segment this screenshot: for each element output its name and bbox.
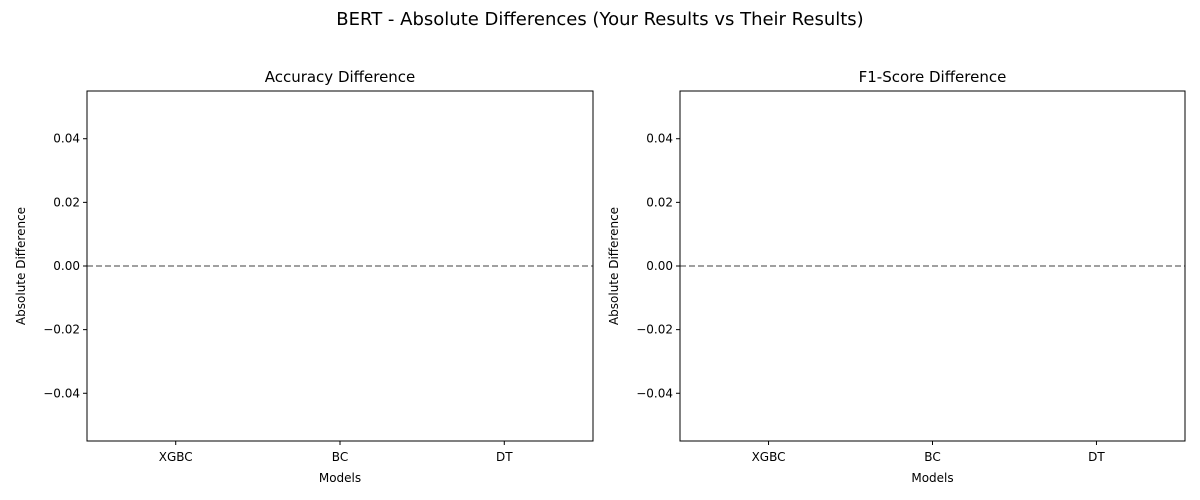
y-tick-label: −0.02 bbox=[43, 323, 80, 337]
panel-title: Accuracy Difference bbox=[265, 68, 416, 86]
y-tick-label: 0.04 bbox=[646, 132, 673, 146]
y-tick-label: −0.02 bbox=[636, 323, 673, 337]
y-tick-label: −0.04 bbox=[43, 386, 80, 400]
y-tick-label: 0.04 bbox=[53, 132, 80, 146]
x-tick-label: DT bbox=[1088, 450, 1105, 464]
y-tick-label: 0.02 bbox=[53, 195, 80, 209]
x-axis-label: Models bbox=[911, 471, 953, 485]
x-tick-label: DT bbox=[496, 450, 513, 464]
y-tick-label: −0.04 bbox=[636, 386, 673, 400]
y-axis-label: Absolute Difference bbox=[14, 207, 28, 325]
f1-panel: −0.04 −0.02 0.00 0.02 0.04 XGBC BC DT F1-Score D… bbox=[607, 68, 1186, 485]
x-tick-label: BC bbox=[924, 450, 940, 464]
panel-title: F1-Score Difference bbox=[859, 68, 1007, 86]
x-tick-label: XGBC bbox=[752, 450, 786, 464]
accuracy-panel: −0.04 −0.02 0.00 0.02 0.04 XGBC BC DT Accuracy D… bbox=[14, 68, 594, 485]
y-tick-label: 0.00 bbox=[53, 259, 80, 273]
x-tick-label: XGBC bbox=[159, 450, 193, 464]
figure-suptitle: BERT - Absolute Differences (Your Result… bbox=[336, 9, 863, 30]
y-axis-label: Absolute Difference bbox=[607, 207, 621, 325]
y-tick-label: 0.00 bbox=[646, 259, 673, 273]
x-axis-label: Models bbox=[319, 471, 361, 485]
x-tick-label: BC bbox=[332, 450, 348, 464]
y-tick-label: 0.02 bbox=[646, 195, 673, 209]
